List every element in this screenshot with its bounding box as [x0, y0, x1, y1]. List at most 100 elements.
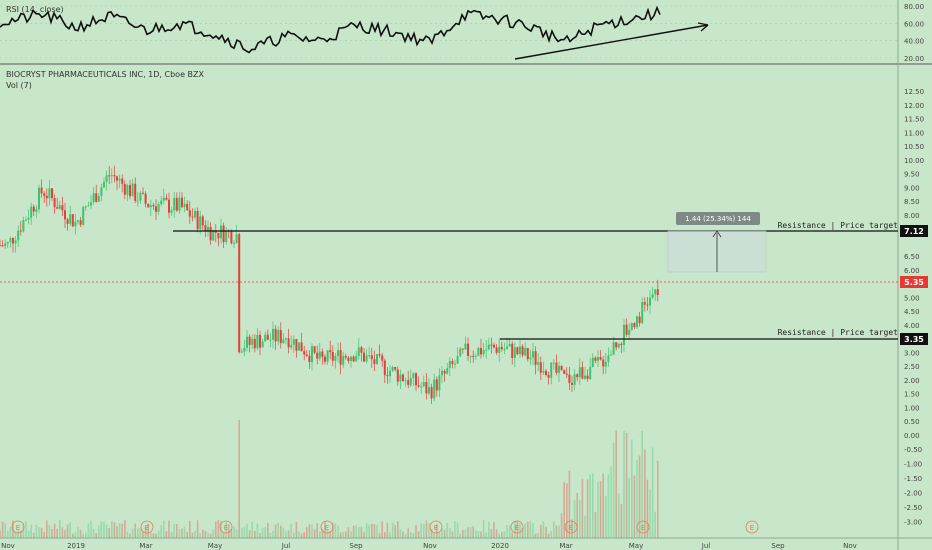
- volume-bar: [423, 523, 425, 538]
- volume-bar: [1, 521, 4, 538]
- candle-body: [578, 367, 581, 378]
- candle-body: [493, 344, 495, 348]
- candle-body: [552, 362, 555, 364]
- earnings-marker[interactable]: [745, 520, 759, 534]
- candle-body: [30, 206, 33, 218]
- volume-bar: [85, 532, 87, 538]
- earnings-marker[interactable]: [11, 520, 25, 534]
- earnings-marker[interactable]: [140, 520, 154, 534]
- volume-bar: [43, 532, 45, 538]
- candle-body: [391, 367, 394, 371]
- candle-body: [188, 210, 191, 217]
- volume-bar: [228, 524, 230, 538]
- volume-bar: [290, 523, 292, 538]
- volume-bar: [438, 532, 441, 538]
- volume-bar: [381, 521, 383, 538]
- volume-bar: [594, 512, 597, 538]
- volume-bar: [64, 530, 66, 538]
- candle-body: [565, 373, 568, 375]
- candle-body: [155, 206, 157, 212]
- volume-bar: [233, 526, 235, 538]
- candle-body: [420, 386, 423, 388]
- earnings-marker[interactable]: [636, 520, 650, 534]
- candlesticks: [0, 165, 659, 404]
- time-tick-label: Sep: [349, 542, 363, 550]
- price-tick-label: 10.50: [904, 143, 924, 151]
- volume-bar: [160, 525, 162, 538]
- candle-body: [274, 328, 277, 342]
- volume-bar: [425, 520, 428, 538]
- volume-bar: [217, 520, 220, 538]
- candle-body: [207, 226, 209, 232]
- volume-bar: [612, 442, 615, 538]
- volume-bar: [352, 525, 355, 538]
- time-tick-label: Mar: [139, 542, 152, 550]
- candle-body: [61, 205, 64, 211]
- volume-bar: [38, 527, 40, 538]
- volume-bar: [303, 532, 305, 538]
- volume-bar: [27, 530, 30, 538]
- volume-bar: [30, 524, 32, 538]
- candle-body: [51, 188, 53, 199]
- volume-bar: [51, 528, 53, 538]
- earnings-marker[interactable]: [564, 520, 578, 534]
- volume-bar: [493, 521, 495, 538]
- candle-body: [6, 242, 9, 244]
- candle-body: [251, 338, 254, 345]
- candle-body: [615, 342, 618, 348]
- candle-body: [464, 343, 467, 350]
- earnings-marker[interactable]: [510, 520, 524, 534]
- volume-bar: [410, 531, 412, 538]
- volume-bar: [378, 533, 381, 538]
- volume-bar: [646, 479, 649, 538]
- volume-bar: [514, 521, 516, 538]
- volume-bar: [451, 531, 454, 538]
- volume-bar: [345, 531, 347, 538]
- candle-body: [160, 200, 163, 205]
- volume-bar: [92, 528, 95, 538]
- candle-body: [95, 193, 98, 202]
- volume-bar: [196, 520, 199, 538]
- earnings-marker[interactable]: [429, 520, 443, 534]
- volume-bar: [126, 531, 129, 538]
- volume-bars: [0, 420, 659, 538]
- volume-bar: [542, 521, 545, 538]
- candle-body: [240, 351, 243, 353]
- earnings-marker[interactable]: [320, 520, 334, 534]
- volume-bar: [618, 493, 620, 538]
- candle-body: [571, 382, 573, 385]
- candle-body: [233, 242, 235, 244]
- candle-body: [300, 342, 303, 352]
- candle-body: [329, 350, 332, 353]
- volume-bar: [485, 532, 487, 538]
- volume-bar: [170, 531, 173, 538]
- volume-bar: [98, 525, 100, 538]
- candle-body: [175, 198, 178, 211]
- volume-bar: [150, 532, 152, 538]
- volume-bar: [501, 531, 503, 538]
- price-tick-label: 11.50: [904, 116, 924, 124]
- candle-body: [152, 205, 155, 207]
- volume-bar: [402, 531, 404, 538]
- candle-body: [524, 348, 527, 356]
- volume-bar: [488, 521, 490, 538]
- volume-bar: [456, 522, 459, 538]
- candle-body: [38, 187, 40, 210]
- candle-body: [256, 334, 259, 349]
- candle-body: [643, 302, 646, 305]
- volume-bar: [77, 527, 79, 538]
- candle-body: [563, 370, 566, 374]
- earnings-marker[interactable]: [219, 520, 233, 534]
- price-tick-label: 10.00: [904, 157, 924, 165]
- volume-bar: [7, 530, 9, 538]
- volume-bar: [22, 523, 25, 538]
- time-tick-label: May: [208, 542, 222, 550]
- candle-body: [399, 374, 402, 382]
- price-tick-label: 0.50: [904, 418, 920, 426]
- candle-body: [272, 328, 274, 340]
- price-panel[interactable]: BIOCRYST PHARMACEUTICALS INC, 1D, Cboe B…: [0, 70, 928, 538]
- candle-body: [490, 344, 493, 346]
- candle-body: [487, 344, 490, 350]
